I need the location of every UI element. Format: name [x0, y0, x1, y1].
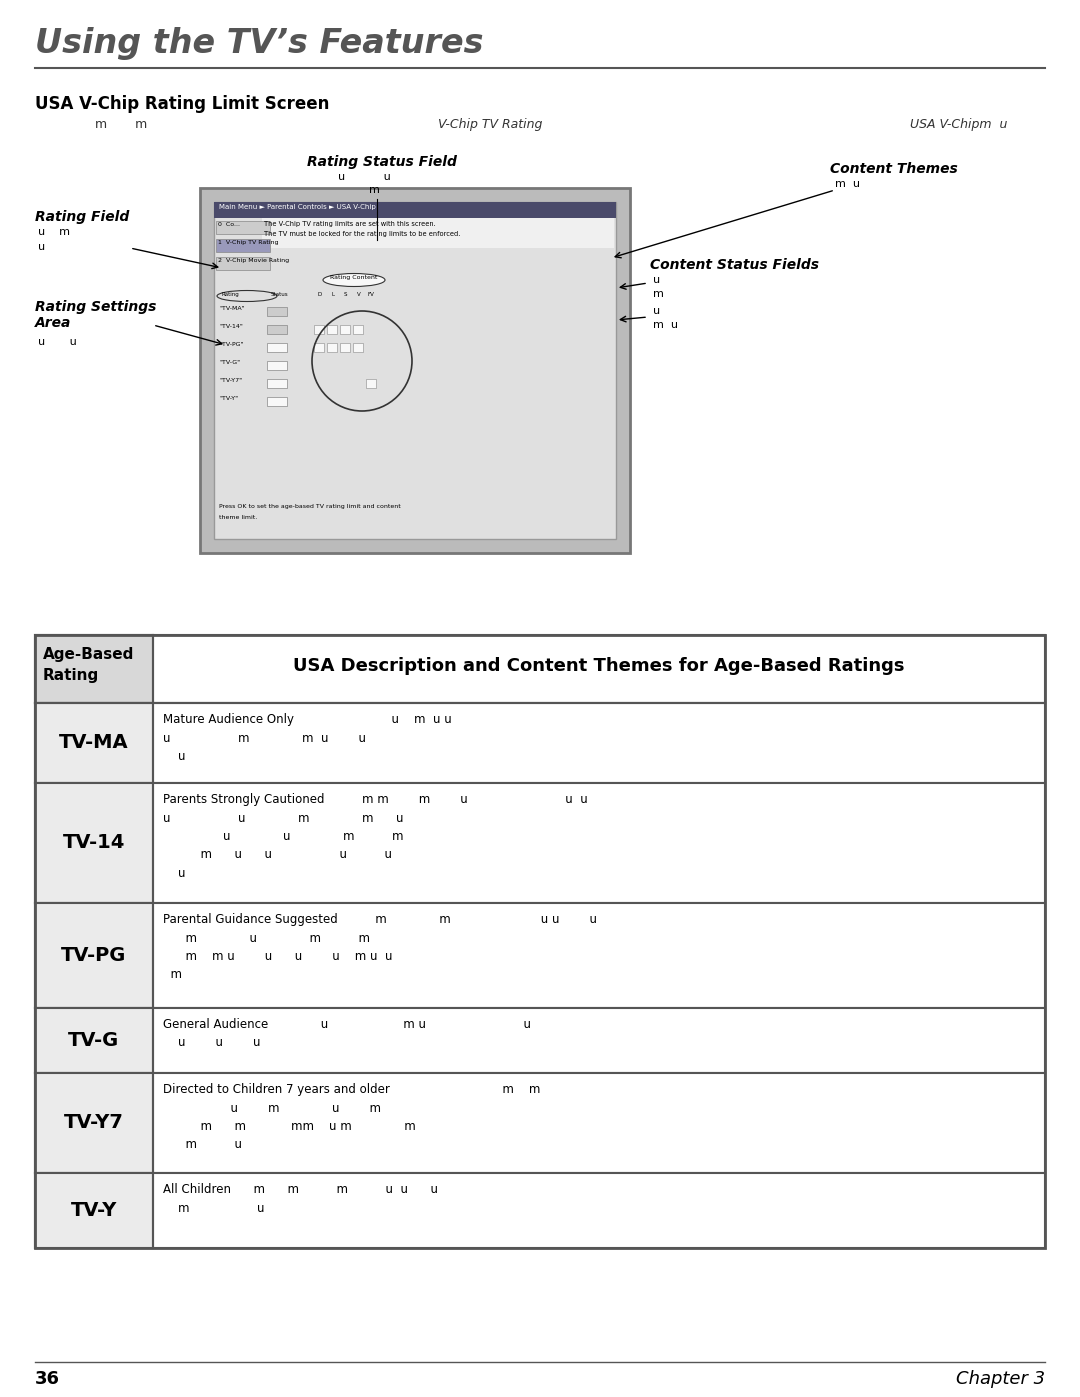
Bar — [35, 902, 1045, 1009]
Bar — [35, 636, 1045, 703]
Text: Rating Field: Rating Field — [35, 210, 130, 224]
Bar — [35, 1173, 1045, 1248]
Text: 36: 36 — [35, 1370, 60, 1389]
Text: Content Themes: Content Themes — [831, 162, 958, 176]
Bar — [327, 344, 337, 352]
Bar — [35, 782, 1045, 902]
Text: "TV-14": "TV-14" — [219, 324, 243, 330]
Bar — [35, 1009, 1045, 1073]
Text: theme limit.: theme limit. — [219, 515, 257, 520]
Bar — [200, 189, 630, 553]
Text: TV-Y7: TV-Y7 — [64, 1113, 124, 1133]
Bar — [314, 326, 324, 334]
Text: m  u: m u — [653, 320, 678, 330]
Text: m  u: m u — [835, 179, 860, 189]
Bar — [214, 203, 616, 539]
Text: u       u: u u — [38, 337, 77, 346]
Text: Status: Status — [271, 292, 288, 298]
Text: L: L — [330, 292, 334, 298]
Text: TV-14: TV-14 — [63, 834, 125, 852]
Text: Press OK to set the age-based TV rating limit and content: Press OK to set the age-based TV rating … — [219, 504, 401, 509]
Bar — [35, 1173, 153, 1248]
Text: Rating Status Field: Rating Status Field — [307, 155, 457, 169]
Text: "TV-MA": "TV-MA" — [219, 306, 245, 312]
Text: "TV-PG": "TV-PG" — [219, 342, 243, 346]
Text: Parents Strongly Cautioned          m m        m        u                       : Parents Strongly Cautioned m m m u — [163, 793, 588, 880]
Bar — [35, 1073, 1045, 1173]
Text: "TV-Y7": "TV-Y7" — [219, 379, 242, 383]
Bar — [267, 307, 287, 316]
Text: USA V-Chip Rating Limit Screen: USA V-Chip Rating Limit Screen — [35, 95, 329, 113]
Text: m: m — [368, 184, 379, 196]
Text: "TV-Y": "TV-Y" — [219, 395, 238, 401]
Text: All Children      m      m          m          u  u      u
    m                : All Children m m m u u u m — [163, 1183, 438, 1214]
Text: Rating Settings
Area: Rating Settings Area — [35, 300, 157, 330]
Text: The TV must be locked for the rating limits to be enforced.: The TV must be locked for the rating lim… — [264, 231, 460, 237]
Bar — [214, 203, 616, 218]
Bar — [35, 703, 153, 782]
Bar — [267, 344, 287, 352]
Text: m       m: m m — [95, 117, 147, 131]
Bar — [35, 636, 153, 703]
Text: D: D — [318, 292, 322, 298]
Text: Chapter 3: Chapter 3 — [956, 1370, 1045, 1389]
Bar — [340, 344, 350, 352]
Bar — [353, 344, 363, 352]
Text: USA V-Chipm  u: USA V-Chipm u — [910, 117, 1008, 131]
Text: V: V — [357, 292, 361, 298]
Text: u           u: u u — [338, 172, 390, 182]
Text: TV-G: TV-G — [68, 1031, 120, 1051]
Text: 1  V-Chip TV Rating: 1 V-Chip TV Rating — [218, 240, 279, 244]
Text: TV-PG: TV-PG — [62, 946, 126, 965]
Text: "TV-G": "TV-G" — [219, 360, 240, 365]
Ellipse shape — [323, 274, 384, 286]
Bar — [314, 344, 324, 352]
Text: Mature Audience Only                          u    m  u u
u                  m  : Mature Audience Only u m u u u m — [163, 712, 451, 763]
Text: Rating: Rating — [222, 292, 240, 298]
Bar — [35, 1009, 153, 1073]
Text: Age-Based
Rating: Age-Based Rating — [43, 647, 134, 683]
Bar — [35, 782, 153, 902]
Text: Using the TV’s Features: Using the TV’s Features — [35, 27, 484, 60]
Bar — [267, 397, 287, 407]
Bar — [216, 257, 270, 270]
Bar — [216, 221, 270, 235]
Bar — [340, 326, 350, 334]
Text: 0  Co...: 0 Co... — [218, 222, 240, 226]
Text: Content Status Fields: Content Status Fields — [650, 258, 819, 272]
Text: TV-Y: TV-Y — [71, 1201, 118, 1220]
Text: u: u — [38, 242, 45, 251]
Text: 2  V-Chip Movie Rating: 2 V-Chip Movie Rating — [218, 258, 289, 263]
Text: m: m — [653, 289, 664, 299]
Text: u: u — [653, 306, 660, 316]
Text: Main Menu ► Parental Controls ► USA V-Chip: Main Menu ► Parental Controls ► USA V-Ch… — [219, 204, 376, 210]
Text: TV-MA: TV-MA — [59, 733, 129, 753]
Bar — [262, 218, 615, 249]
Bar — [35, 1073, 153, 1173]
Text: The V-Chip TV rating limits are set with this screen.: The V-Chip TV rating limits are set with… — [264, 221, 435, 226]
Text: S: S — [345, 292, 348, 298]
Text: V-Chip TV Rating: V-Chip TV Rating — [437, 117, 542, 131]
Text: Parental Guidance Suggested          m              m                        u u: Parental Guidance Suggested m m u u — [163, 914, 597, 982]
Bar — [35, 902, 153, 1009]
Bar — [327, 326, 337, 334]
Text: u    m: u m — [38, 226, 70, 237]
Bar — [267, 360, 287, 370]
Bar — [267, 326, 287, 334]
Bar — [35, 636, 1045, 643]
Text: USA Description and Content Themes for Age-Based Ratings: USA Description and Content Themes for A… — [294, 657, 905, 675]
Text: u: u — [653, 275, 660, 285]
Bar — [366, 379, 376, 388]
Bar — [353, 326, 363, 334]
Text: FV: FV — [367, 292, 374, 298]
Bar — [35, 636, 1045, 1248]
Text: Rating Content: Rating Content — [330, 275, 378, 279]
Bar — [216, 239, 270, 251]
Bar — [267, 379, 287, 388]
Bar — [35, 703, 1045, 782]
Text: General Audience              u                    m u                          : General Audience u m u — [163, 1018, 531, 1049]
Text: Directed to Children 7 years and older                              m    m
     : Directed to Children 7 years and older m… — [163, 1083, 540, 1151]
